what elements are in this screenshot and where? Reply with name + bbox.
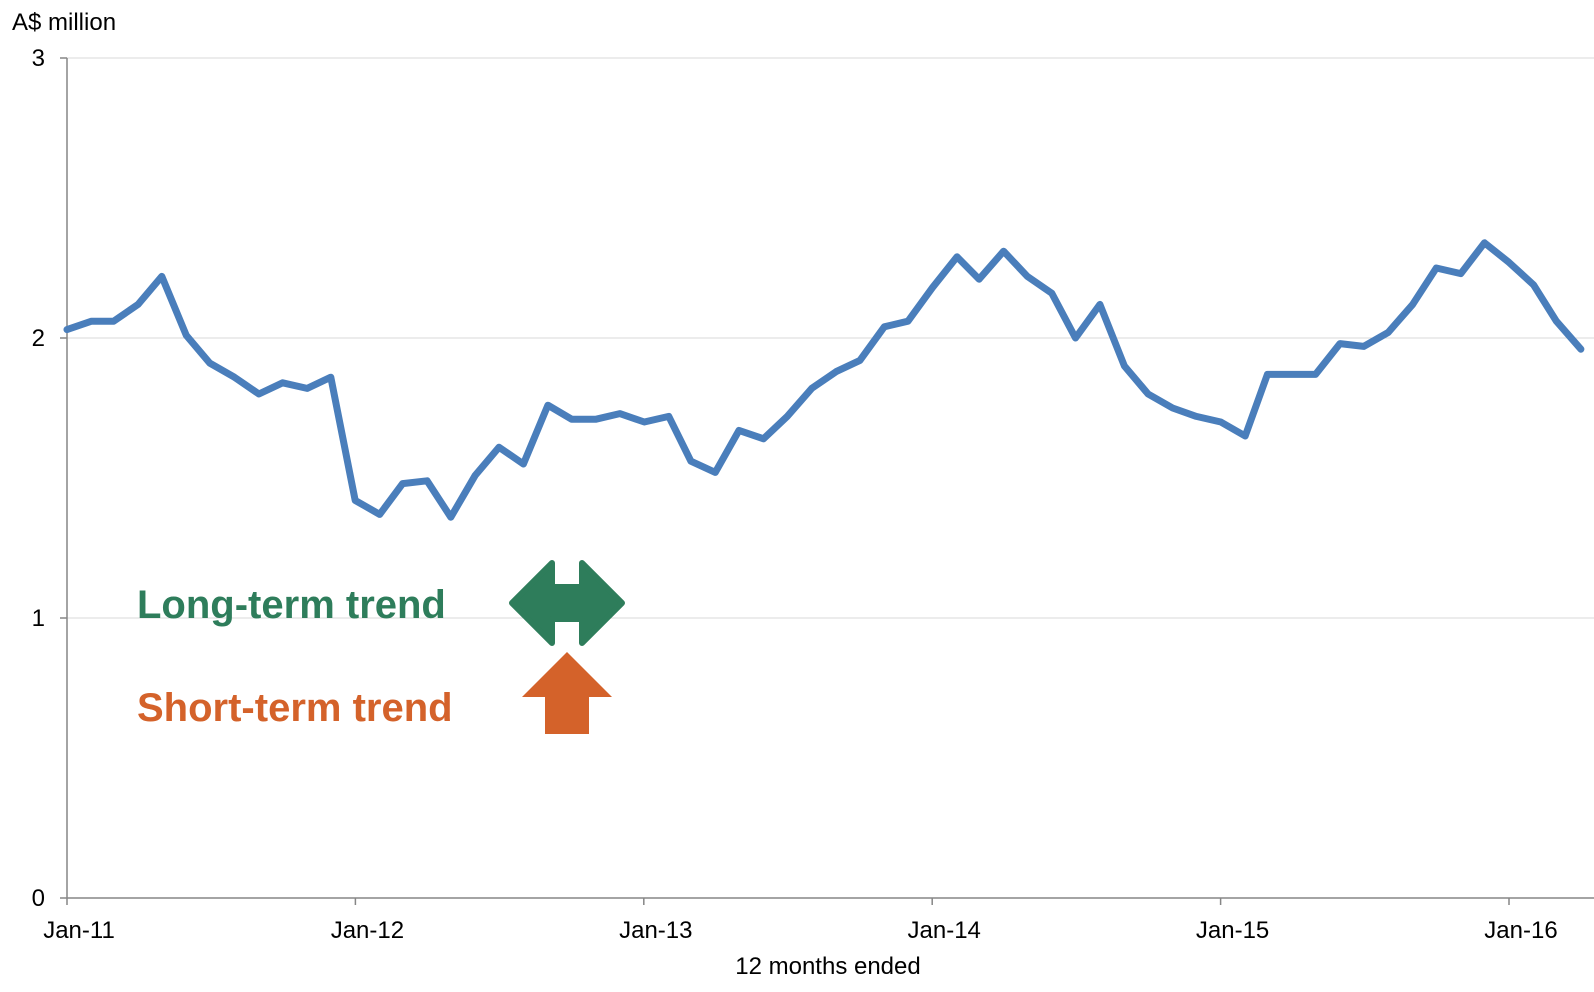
x-tick-label: Jan-16 <box>1484 917 1557 944</box>
y-tick-label: 3 <box>32 45 45 72</box>
axes: 0 1 2 3 Jan-11 Jan-12 Jan-13 Jan-14 Jan-15 Jan-16 <box>32 45 1594 944</box>
short-term-trend-label: Short-term trend <box>137 686 453 730</box>
gridlines <box>67 57 1594 619</box>
series-line <box>63 239 1585 521</box>
up-arrow-icon <box>522 652 612 734</box>
x-tick-label: Jan-11 <box>43 917 115 944</box>
x-tick-label: Jan-14 <box>908 917 981 944</box>
x-tick-label: Jan-12 <box>331 917 404 944</box>
y-tick-label: 0 <box>32 885 45 912</box>
x-axis-title: 12 months ended <box>735 953 920 980</box>
y-tick-label: 2 <box>32 325 45 352</box>
long-term-trend-label: Long-term trend <box>137 583 446 627</box>
x-tick-label: Jan-13 <box>619 917 692 944</box>
y-tick-label: 1 <box>32 605 45 632</box>
y-axis-title: A$ million <box>12 9 116 36</box>
left-right-arrow-icon <box>509 560 625 646</box>
plot-area <box>63 239 1585 521</box>
x-tick-label: Jan-15 <box>1196 917 1269 944</box>
